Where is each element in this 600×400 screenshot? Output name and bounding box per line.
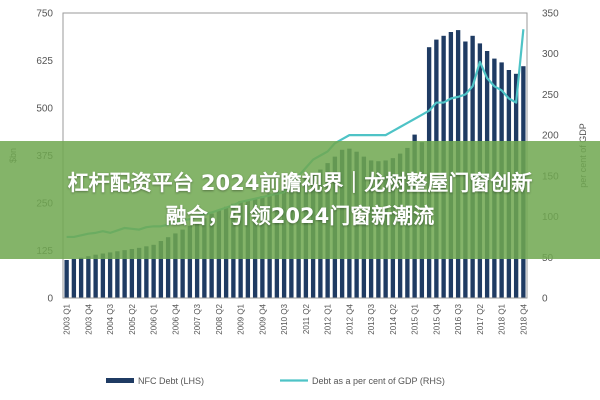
x-tick-label: 2015 Q1 [411,303,420,334]
bar [64,260,69,298]
bar [187,225,193,298]
x-tick-label: 2003 Q1 [63,303,72,334]
x-tick-label: 2005 Q2 [128,303,137,334]
x-tick-label: 2017 Q2 [476,303,485,334]
headline-line-2: 融合，引领2024门窗新潮流 [165,204,435,228]
legend-label-bars: NFC Debt (LHS) [138,376,204,386]
y-right-tick-label: 350 [542,9,559,20]
bar [158,241,164,298]
y-right-tick-label: 250 [542,90,559,101]
x-tick-label: 2018 Q4 [519,303,528,334]
x-tick-label: 2015 Q4 [432,303,441,334]
x-tick-label: 2016 Q3 [454,303,463,334]
bar [173,233,178,298]
headline-banner: 杠杆配资平台 2024前瞻视界｜龙树整屋门窗创新 融合，引领2024门窗新潮流 [0,141,600,259]
y-left-tick-label: 500 [36,104,53,115]
x-tick-label: 2010 Q3 [280,303,289,334]
y-right-tick-label: 200 [542,131,559,142]
bar [136,247,142,298]
bar [151,244,156,298]
bar [144,246,149,298]
y-left-tick-label: 625 [36,56,53,67]
x-tick-label: 2003 Q4 [84,303,93,334]
x-tick-label: 2018 Q1 [498,303,507,334]
x-tick-label: 2008 Q2 [215,303,224,334]
x-tick-label: 2012 Q4 [345,303,354,334]
bar [86,256,91,298]
bar [180,229,185,298]
x-tick-label: 2006 Q4 [171,303,180,334]
x-tick-label: 2012 Q1 [324,303,333,334]
x-tick-label: 2011 Q2 [302,303,311,334]
x-tick-label: 2007 Q3 [193,303,202,334]
y-left-tick-label: 750 [36,9,53,20]
x-tick-label: 2009 Q1 [237,303,246,334]
x-tick-label: 2009 Q4 [258,303,267,334]
legend-swatch-bars [106,378,134,383]
bar [194,222,200,298]
y-left-tick-label: 0 [47,294,53,305]
legend: NFC Debt (LHS) Debt as a per cent of GDP … [106,376,445,386]
x-tick-label: 2013 Q3 [367,303,376,334]
y-right-tick-label: 0 [542,294,548,305]
bar [93,254,98,298]
bar [107,252,113,298]
legend-label-line: Debt as a per cent of GDP (RHS) [312,376,445,386]
bar [100,253,106,298]
bar [71,258,77,298]
x-tick-label: 2004 Q3 [106,303,115,334]
bar [129,248,135,298]
y-right-tick-label: 300 [542,49,559,60]
headline-line-1: 杠杆配资平台 2024前瞻视界｜龙树整屋门窗创新 [67,171,533,195]
x-tick-label: 2014 Q2 [389,303,398,334]
bar [78,257,84,298]
x-tick-label: 2006 Q1 [150,303,159,334]
bar [165,237,171,298]
bar [115,251,120,298]
bar [122,250,127,298]
